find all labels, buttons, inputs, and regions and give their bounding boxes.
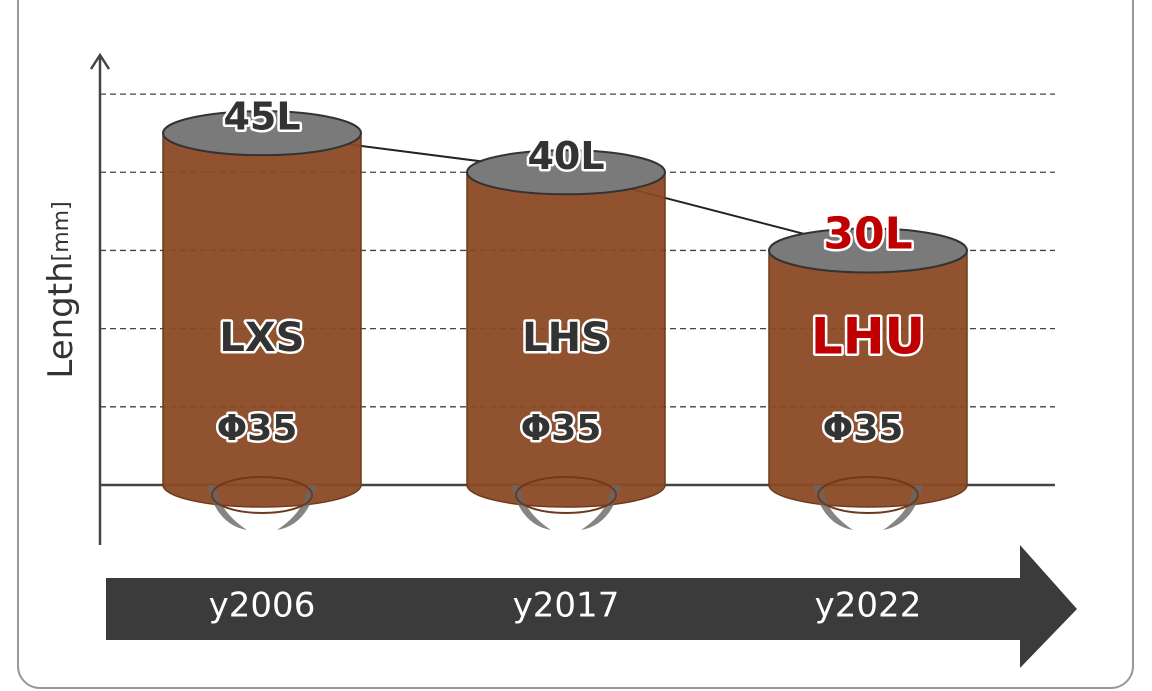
cylinder-body — [769, 250, 967, 507]
value-label: 40L — [527, 134, 604, 178]
model-name: LXS — [219, 315, 304, 361]
diameter-label: Φ35 — [521, 408, 602, 449]
x-tick-label: y2022 — [815, 586, 922, 626]
chart: Length[mm] 45L LXS Φ35 y2006 40L LHS Φ35 y2017 3… — [0, 0, 1152, 691]
diameter-label: Φ35 — [823, 408, 904, 449]
diameter-label: Φ35 — [217, 408, 298, 449]
x-tick-label: y2017 — [513, 586, 620, 626]
value-label: 30L — [823, 208, 912, 259]
x-tick-label: y2006 — [209, 586, 316, 626]
value-label: 45L — [223, 95, 300, 139]
page: {"chart_data":{"type":"cylinder", "ylabe… — [0, 0, 1152, 691]
y-label-text: Length — [41, 261, 81, 378]
y-label-unit: [mm] — [49, 201, 74, 261]
model-name: LHU — [811, 308, 925, 366]
model-name: LHS — [522, 315, 610, 361]
